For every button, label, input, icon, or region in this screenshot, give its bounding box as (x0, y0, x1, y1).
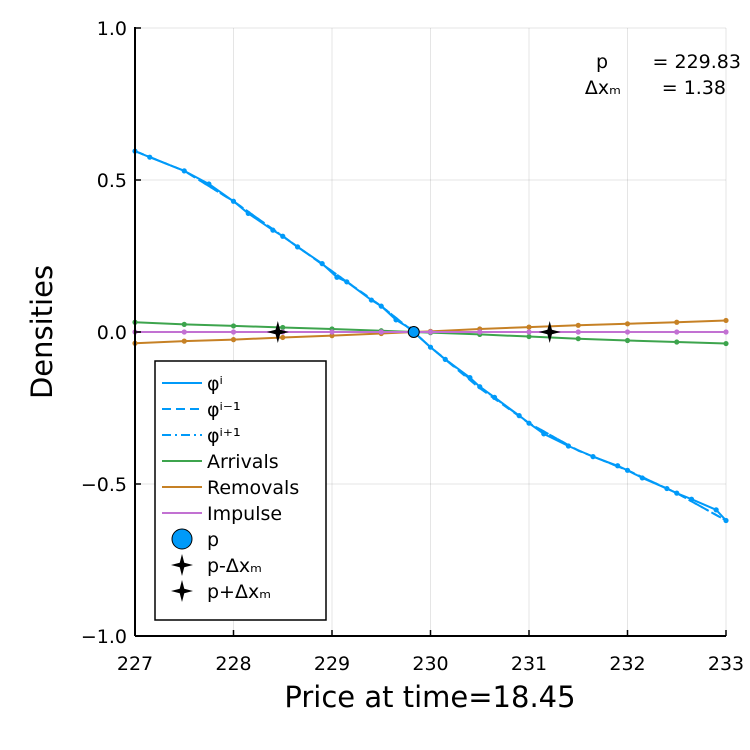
x-tick-label-3: 230 (412, 653, 448, 675)
ticks: 227 228 229 230 231 232 233 1.0 0.5 0.0 −0.5 −1.0 (81, 18, 744, 675)
series-5-point-5 (378, 329, 384, 335)
series-4-point-1 (181, 338, 187, 344)
annotation: p = 229.83 Δxₘ = 1.38 (585, 51, 741, 99)
series-line-2 (134, 150, 727, 522)
legend-box (154, 360, 327, 621)
annotation-dx-value: = 1.38 (662, 77, 726, 99)
series-3-point-3 (280, 324, 286, 331)
legend-label-7: p-Δxₘ (207, 555, 262, 577)
series-4-point-9 (526, 324, 532, 330)
x-axis-label: Price at time=18.45 (284, 680, 575, 714)
series-4-point-10 (575, 322, 581, 328)
y-tick-label-1: 0.5 (97, 170, 127, 192)
x-tick-label-1: 228 (215, 653, 251, 675)
series-3-point-11 (624, 337, 631, 344)
series-3-point-2 (230, 323, 237, 329)
series-5-point-8 (477, 329, 483, 335)
legend-label-3: Arrivals (207, 451, 279, 473)
series-3-point-9 (526, 333, 532, 340)
series-5-point-10 (575, 329, 581, 335)
series-4-point-3 (280, 334, 286, 341)
legend-swatch-8 (171, 580, 193, 602)
series-5-point-11 (624, 329, 631, 335)
y-tick-label-2: 0.0 (97, 322, 127, 344)
annotation-dx-label: Δxₘ (585, 77, 621, 99)
legend-label-2: φⁱ⁺¹ (207, 425, 241, 447)
y-tick-label-3: −0.5 (81, 474, 127, 496)
series-4-point-12 (674, 319, 680, 325)
x-tick-label-2: 229 (314, 653, 350, 675)
series-3-point-13 (723, 340, 729, 347)
x-tick-label-6: 233 (708, 653, 744, 675)
y-tick-label-0: 1.0 (97, 18, 127, 40)
annotation-p-label: p (596, 51, 608, 73)
annotation-p-value: = 229.83 (653, 51, 741, 73)
marker-2 (538, 321, 561, 343)
series-5-point-1 (181, 329, 187, 335)
series-4-point-2 (230, 337, 237, 343)
legend-label-0: φⁱ (207, 373, 223, 395)
series-4-point-4 (329, 333, 335, 339)
y-axis-label: Densities (25, 265, 59, 399)
series-4-point-11 (624, 321, 631, 327)
series-5-point-9 (526, 329, 532, 335)
legend-label-6: p (207, 529, 219, 551)
series-5-point-7 (427, 329, 434, 335)
series-3-point-10 (575, 336, 581, 342)
legend-label-1: φⁱ⁻¹ (207, 399, 241, 421)
legend: φⁱ φⁱ⁻¹ φⁱ⁺¹ Arrivals Removals Impulse p p-Δxₘ p… (154, 360, 327, 621)
series-4-point-13 (723, 317, 729, 324)
x-tick-label-5: 232 (609, 653, 645, 675)
y-tick-label-4: −1.0 (81, 626, 127, 648)
marker-1 (266, 321, 289, 343)
legend-swatch-6 (171, 528, 193, 550)
legend-swatch-7 (171, 554, 193, 576)
series-3-point-1 (181, 321, 187, 327)
legend-label-4: Removals (207, 477, 299, 499)
legend-label-8: p+Δxₘ (207, 581, 271, 603)
series-3-point-12 (674, 339, 680, 345)
marker-0 (407, 326, 420, 338)
x-tick-label-4: 231 (511, 653, 547, 675)
x-tick-label-0: 227 (117, 653, 153, 675)
series-5-point-2 (230, 329, 237, 335)
series-layer (132, 148, 729, 524)
series-0-point-33 (713, 507, 719, 513)
series-5-point-13 (723, 329, 729, 335)
legend-label-5: Impulse (207, 503, 282, 525)
series-5-point-4 (329, 329, 335, 335)
series-5-point-12 (674, 329, 680, 335)
